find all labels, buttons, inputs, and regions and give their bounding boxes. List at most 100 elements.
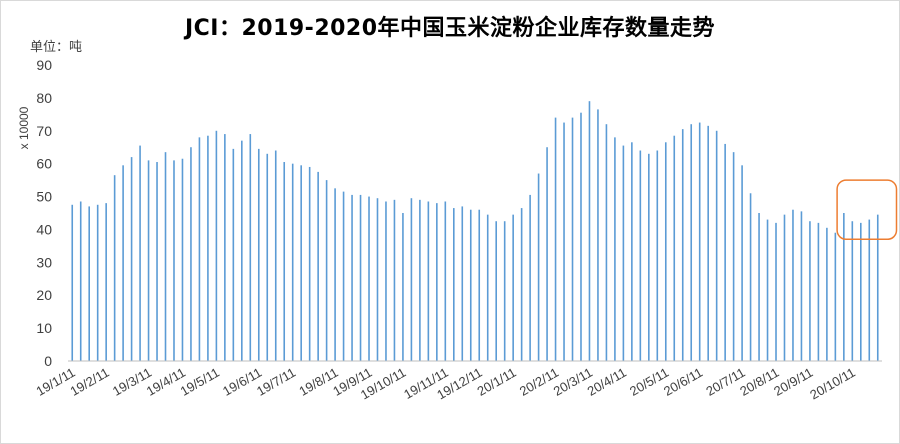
- bar: [427, 201, 430, 361]
- y-axis-label: x 10000: [17, 106, 31, 149]
- x-tick-label: 19/7/11: [254, 365, 298, 399]
- bar: [614, 137, 616, 361]
- bar: [520, 208, 523, 361]
- bar: [419, 199, 421, 361]
- bar: [436, 203, 438, 361]
- bar: [851, 221, 854, 361]
- x-tick-label: 20/10/11: [807, 365, 857, 403]
- bar: [732, 152, 735, 361]
- bar: [656, 150, 659, 361]
- bar: [461, 206, 464, 361]
- bar-series: [71, 101, 879, 362]
- bar: [181, 158, 184, 361]
- bar: [241, 140, 243, 361]
- x-axis-ticks: 19/1/1119/2/1119/3/1119/4/1119/5/1119/6/…: [33, 365, 857, 403]
- bar: [334, 188, 336, 361]
- bar: [698, 122, 701, 361]
- bar: [283, 162, 286, 361]
- bar: [207, 135, 209, 361]
- y-tick-label: 90: [36, 57, 52, 73]
- bar: [681, 129, 684, 361]
- bar: [393, 199, 396, 361]
- bar: [775, 222, 777, 361]
- bar: [130, 157, 133, 361]
- bar: [724, 143, 726, 361]
- y-axis-ticks: 0 10 20 30 40 50 60 70 80 90: [36, 57, 52, 369]
- bar: [190, 147, 192, 361]
- bar: [766, 219, 769, 361]
- bar: [147, 160, 150, 361]
- bar: [588, 101, 591, 362]
- bar: [758, 213, 760, 361]
- bar: [368, 196, 370, 361]
- bar: [664, 142, 667, 361]
- bar: [503, 221, 506, 361]
- bar: [563, 122, 565, 361]
- bar: [495, 221, 497, 361]
- bar: [317, 171, 319, 361]
- bar: [232, 148, 235, 361]
- bar: [537, 173, 540, 361]
- bar: [749, 193, 752, 361]
- x-tick-label: 20/6/11: [661, 365, 705, 399]
- x-tick-label: 20/4/11: [585, 365, 629, 399]
- bar: [156, 162, 158, 361]
- bar: [325, 180, 328, 361]
- bar: [469, 209, 472, 361]
- bar: [690, 124, 693, 361]
- x-tick-label: 19/5/11: [178, 365, 222, 399]
- bar: [792, 209, 794, 361]
- bar: [410, 198, 413, 361]
- bar: [257, 148, 260, 361]
- bar: [826, 227, 828, 361]
- y-tick-label: 70: [36, 123, 52, 139]
- bar: [215, 130, 218, 361]
- bar: [105, 203, 107, 361]
- bar: [300, 165, 302, 361]
- bar: [122, 165, 124, 361]
- bar: [274, 150, 277, 361]
- bar: [444, 201, 447, 361]
- bar: [529, 194, 531, 361]
- bar: [266, 153, 269, 361]
- bar: [876, 214, 879, 361]
- bar: [622, 145, 625, 361]
- bar: [860, 222, 862, 361]
- bar: [783, 214, 786, 361]
- bar: [580, 112, 582, 361]
- bar: [88, 206, 90, 361]
- bar: [512, 214, 514, 361]
- bar: [817, 222, 820, 361]
- unit-label: 单位：吨: [30, 40, 83, 55]
- bar: [597, 109, 599, 362]
- y-tick-label: 80: [36, 90, 52, 106]
- bar: [639, 150, 642, 361]
- y-tick-label: 0: [44, 353, 52, 369]
- bar: [79, 201, 82, 361]
- y-tick-label: 20: [36, 287, 52, 303]
- bar: [741, 165, 743, 361]
- bar: [843, 213, 845, 361]
- bar: [605, 124, 608, 361]
- bar: [351, 194, 353, 361]
- bar: [715, 130, 718, 361]
- y-tick-label: 30: [36, 254, 52, 270]
- chart-title: JCI：2019-2020年中国玉米淀粉企业库存数量走势: [184, 16, 716, 41]
- bar: [291, 163, 294, 361]
- bar: [673, 135, 676, 361]
- bar: [834, 232, 837, 361]
- bar: [96, 204, 99, 361]
- x-tick-label: 19/2/11: [67, 365, 111, 399]
- bar: [359, 194, 362, 361]
- y-tick-label: 50: [36, 189, 52, 205]
- bar: [800, 211, 803, 361]
- bar: [376, 198, 379, 361]
- bar: [173, 160, 175, 361]
- bar: [71, 204, 74, 361]
- bar: [571, 117, 574, 362]
- bar: [198, 137, 201, 361]
- bar: [478, 209, 481, 361]
- bar: [453, 208, 455, 361]
- x-tick-label: 20/1/11: [474, 365, 518, 399]
